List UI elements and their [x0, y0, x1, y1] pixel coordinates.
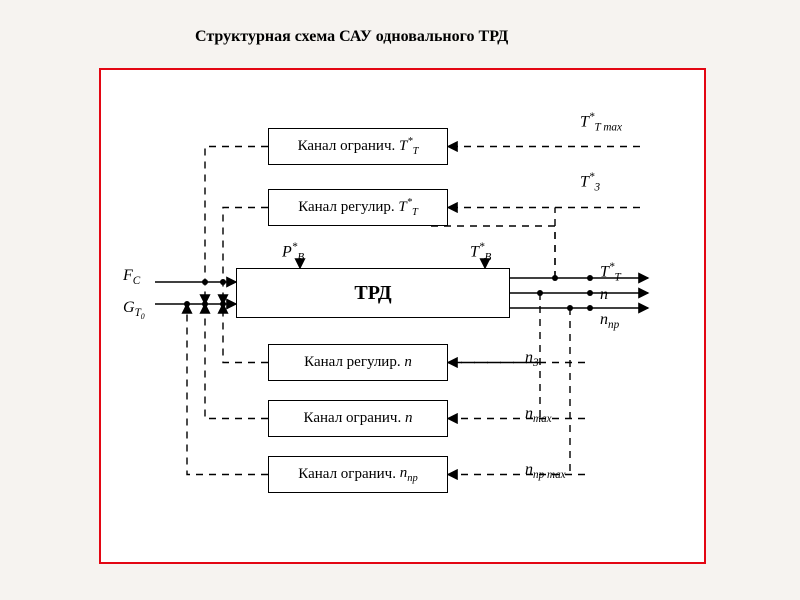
block-label: Канал огранич.	[304, 410, 402, 427]
block-label: Канал регулир.	[298, 199, 394, 216]
diagram-canvas: Структурная схема САУ одновального ТРД Ка…	[0, 0, 800, 600]
label-GT0: GT0	[123, 299, 145, 321]
label-n_out: n	[600, 286, 608, 304]
label-TB: T*B	[470, 241, 491, 264]
label-PB: P*B	[282, 241, 304, 264]
block-param: nnp	[400, 465, 418, 484]
label-nnpmax: nnp max	[525, 461, 566, 481]
block-label: ТРД	[354, 282, 391, 305]
label-FC: FC	[123, 267, 140, 287]
block-b4: Канал регулир. n	[268, 344, 448, 381]
label-T3: T*3	[580, 171, 600, 194]
label-TT_out: T*T	[600, 261, 621, 284]
block-label: Канал огранич.	[298, 466, 396, 483]
label-nmax: nmax	[525, 405, 552, 425]
block-b5: Канал огранич. n	[268, 400, 448, 437]
diagram-title: Структурная схема САУ одновального ТРД	[195, 28, 508, 46]
label-n3: n3	[525, 349, 539, 369]
block-label: Канал регулир.	[304, 354, 400, 371]
block-param: n	[404, 354, 412, 371]
block-b6: Канал огранич. nnp	[268, 456, 448, 493]
label-nnp_out: nnp	[600, 311, 619, 331]
block-param: T*T	[399, 136, 418, 157]
block-param: T*T	[398, 197, 417, 218]
block-b1: Канал огранич. T*T	[268, 128, 448, 165]
label-TTmax: T*T max	[580, 111, 622, 134]
block-label: Канал огранич.	[298, 138, 396, 155]
block-trd: ТРД	[236, 268, 510, 318]
block-b2: Канал регулир. T*T	[268, 189, 448, 226]
block-param: n	[405, 410, 413, 427]
